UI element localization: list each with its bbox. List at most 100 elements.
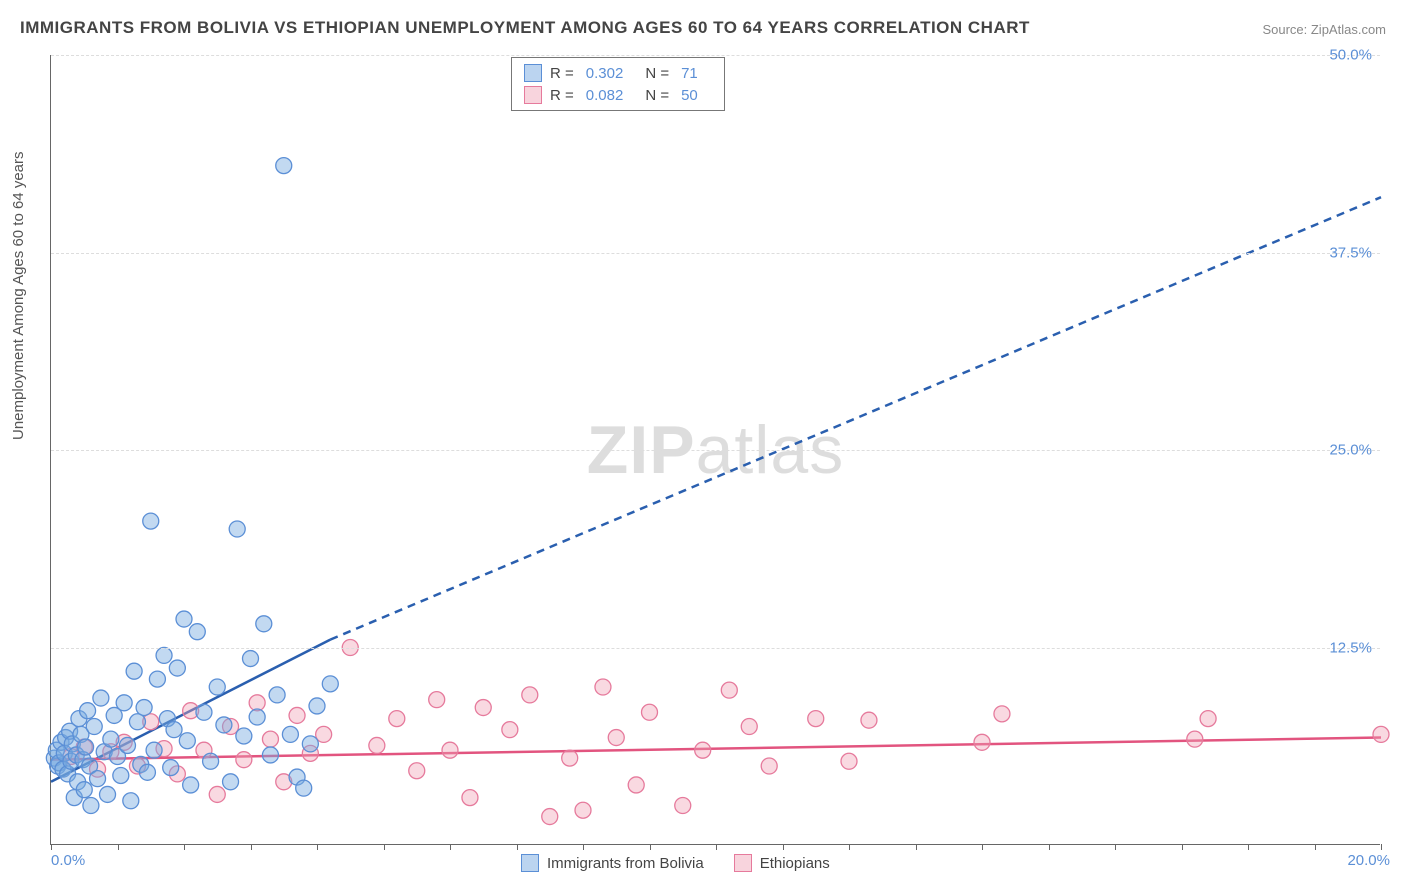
gridline — [51, 55, 1380, 56]
bolivia-point — [179, 733, 195, 749]
bolivia-point — [129, 714, 145, 730]
bolivia-point — [149, 671, 165, 687]
x-tick — [1049, 844, 1050, 850]
plot-area: ZIPatlas R = 0.302 N = 71 R = 0.082 N = … — [50, 55, 1380, 845]
source-credit: Source: ZipAtlas.com — [1262, 22, 1386, 37]
ethiopians-point — [289, 707, 305, 723]
x-tick — [1315, 844, 1316, 850]
legend-series: Immigrants from Bolivia Ethiopians — [521, 854, 830, 872]
bolivia-point — [229, 521, 245, 537]
bolivia-point — [93, 690, 109, 706]
ethiopians-point — [262, 731, 278, 747]
gridline — [51, 648, 1380, 649]
bolivia-point — [196, 704, 212, 720]
bolivia-point — [103, 731, 119, 747]
legend-item-bolivia: Immigrants from Bolivia — [521, 854, 704, 872]
bolivia-point — [256, 616, 272, 632]
gridline — [51, 450, 1380, 451]
x-tick — [118, 844, 119, 850]
x-tick — [1248, 844, 1249, 850]
x-tick-min: 0.0% — [51, 852, 85, 869]
y-tick-label: 25.0% — [1329, 442, 1372, 459]
bolivia-point — [309, 698, 325, 714]
swatch-pink-icon — [734, 854, 752, 872]
x-tick — [1381, 844, 1382, 850]
bolivia-point — [189, 624, 205, 640]
bolivia-point — [203, 753, 219, 769]
bolivia-point — [183, 777, 199, 793]
x-tick — [783, 844, 784, 850]
ethiopians-point — [628, 777, 644, 793]
x-tick — [982, 844, 983, 850]
x-tick — [251, 844, 252, 850]
x-tick — [384, 844, 385, 850]
bolivia-point — [136, 700, 152, 716]
bolivia-point — [116, 695, 132, 711]
bolivia-point — [276, 158, 292, 174]
ethiopians-point — [236, 752, 252, 768]
x-tick — [317, 844, 318, 850]
bolivia-point — [78, 739, 94, 755]
y-tick-label: 37.5% — [1329, 244, 1372, 261]
ethiopians-point — [808, 711, 824, 727]
bolivia-point — [223, 774, 239, 790]
ethiopians-point — [595, 679, 611, 695]
ethiopians-point — [429, 692, 445, 708]
bolivia-point — [236, 728, 252, 744]
bolivia-point — [243, 651, 259, 667]
bolivia-point — [209, 679, 225, 695]
ethiopians-point — [695, 742, 711, 758]
ethiopians-point — [442, 742, 458, 758]
ethiopians-point — [1200, 711, 1216, 727]
x-tick — [716, 844, 717, 850]
bolivia-point — [146, 742, 162, 758]
ethiopians-point — [741, 719, 757, 735]
bolivia-point — [322, 676, 338, 692]
x-tick-max: 20.0% — [1347, 852, 1390, 869]
legend-label: Immigrants from Bolivia — [547, 855, 704, 872]
ethiopians-point — [575, 802, 591, 818]
bolivia-point — [143, 513, 159, 529]
ethiopians-point — [522, 687, 538, 703]
bolivia-point — [296, 780, 312, 796]
bolivia-point — [119, 737, 135, 753]
y-tick-label: 12.5% — [1329, 639, 1372, 656]
ethiopians-point — [209, 786, 225, 802]
ethiopians-point — [502, 722, 518, 738]
bolivia-point — [282, 726, 298, 742]
ethiopians-point — [389, 711, 405, 727]
bolivia-point — [80, 703, 96, 719]
bolivia-point — [126, 663, 142, 679]
x-tick — [849, 844, 850, 850]
ethiopians-point — [462, 790, 478, 806]
ethiopians-point — [475, 700, 491, 716]
ethiopians-point — [369, 737, 385, 753]
y-axis-label: Unemployment Among Ages 60 to 64 years — [10, 151, 27, 440]
legend-item-ethiopians: Ethiopians — [734, 854, 830, 872]
ethiopians-point — [642, 704, 658, 720]
gridline — [51, 253, 1380, 254]
ethiopians-point — [1187, 731, 1203, 747]
bolivia-point — [113, 767, 129, 783]
bolivia-point — [83, 798, 99, 814]
x-tick — [1115, 844, 1116, 850]
x-tick — [517, 844, 518, 850]
x-tick — [184, 844, 185, 850]
x-tick — [450, 844, 451, 850]
ethiopians-point — [608, 730, 624, 746]
ethiopians-point — [974, 734, 990, 750]
ethiopians-point — [761, 758, 777, 774]
bolivia-point — [166, 722, 182, 738]
ethiopians-point — [721, 682, 737, 698]
ethiopians-point — [994, 706, 1010, 722]
x-tick — [916, 844, 917, 850]
y-tick-label: 50.0% — [1329, 47, 1372, 64]
swatch-blue-icon — [521, 854, 539, 872]
bolivia-point — [90, 771, 106, 787]
bolivia-point — [156, 647, 172, 663]
bolivia-point — [262, 747, 278, 763]
bolivia-point — [123, 793, 139, 809]
ethiopians-point — [409, 763, 425, 779]
x-tick — [51, 844, 52, 850]
bolivia-point — [163, 760, 179, 776]
